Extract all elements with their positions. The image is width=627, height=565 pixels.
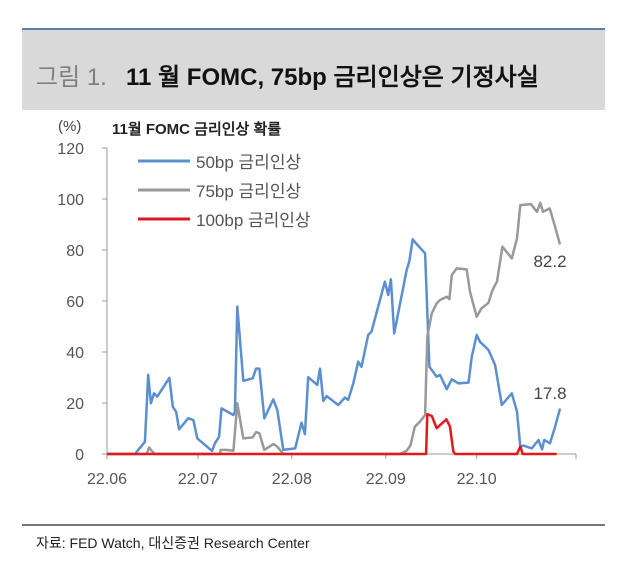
y-tick-label: 60 [66, 294, 84, 311]
footer-divider [22, 524, 605, 526]
y-tick-label: 120 [57, 141, 84, 158]
y-tick-label: 0 [75, 447, 84, 464]
x-tick-label: 22.08 [272, 471, 312, 488]
legend-label-1: 75bp 금리인상 [196, 182, 301, 201]
figure-title: 11 월 FOMC, 75bp 금리인상은 기정사실 [126, 64, 539, 91]
y-axis-unit: (%) [58, 118, 82, 135]
y-tick-label: 80 [66, 243, 84, 260]
series-line-1 [107, 201, 562, 456]
x-tick-label: 22.09 [366, 471, 406, 488]
legend-label-0: 50bp 금리인상 [196, 153, 301, 172]
data-label: 82.2 [533, 252, 566, 271]
y-tick-label: 40 [66, 345, 84, 362]
legend-label-2: 100bp 금리인상 [196, 211, 311, 230]
data-label: 17.8 [533, 384, 566, 403]
source-note: 자료: FED Watch, 대신증권 Research Center [36, 535, 310, 551]
x-tick-label: 22.06 [87, 471, 127, 488]
x-tick-label: 22.10 [457, 471, 497, 488]
x-tick-label: 22.07 [178, 471, 218, 488]
y-tick-label: 100 [57, 192, 84, 209]
y-tick-label: 20 [66, 396, 84, 413]
figure-label: 그림 1. [36, 64, 107, 91]
chart-title: 11월 FOMC 금리인상 확률 [112, 121, 282, 138]
series-line-0 [107, 238, 562, 456]
series-line-2 [107, 412, 557, 456]
figure-header: 그림 1. 11 월 FOMC, 75bp 금리인상은 기정사실 [22, 28, 605, 110]
